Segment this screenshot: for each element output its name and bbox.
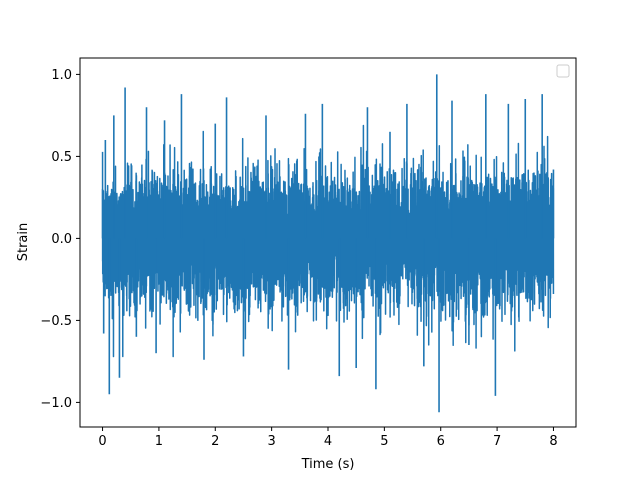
y-tick-label: 0.5 — [51, 150, 72, 165]
x-tick-label: 7 — [493, 434, 501, 449]
x-tick-label: 4 — [324, 434, 332, 449]
series-group — [101, 74, 555, 413]
y-tick-label: −1.0 — [40, 396, 72, 411]
y-tick-label: 0.0 — [51, 232, 72, 247]
x-tick-label: 5 — [380, 434, 388, 449]
x-tick-label: 0 — [98, 434, 106, 449]
x-tick-label: 8 — [549, 434, 557, 449]
y-tick-label: −0.5 — [40, 314, 72, 329]
x-tick-label: 3 — [267, 434, 275, 449]
axes: 0 1 2 3 4 5 6 7 8 −1.0 −0.5 0.0 0.5 1.0 — [40, 57, 577, 449]
x-tick-label: 6 — [437, 434, 445, 449]
x-axis-label: Time (s) — [301, 457, 355, 472]
y-axis-label: Strain — [16, 223, 31, 262]
series-line — [101, 124, 555, 358]
x-tick-label: 2 — [211, 434, 219, 449]
legend-box — [556, 64, 570, 78]
plot-area — [101, 74, 555, 413]
y-tick-label: 1.0 — [51, 68, 72, 83]
x-tick-label: 1 — [155, 434, 163, 449]
